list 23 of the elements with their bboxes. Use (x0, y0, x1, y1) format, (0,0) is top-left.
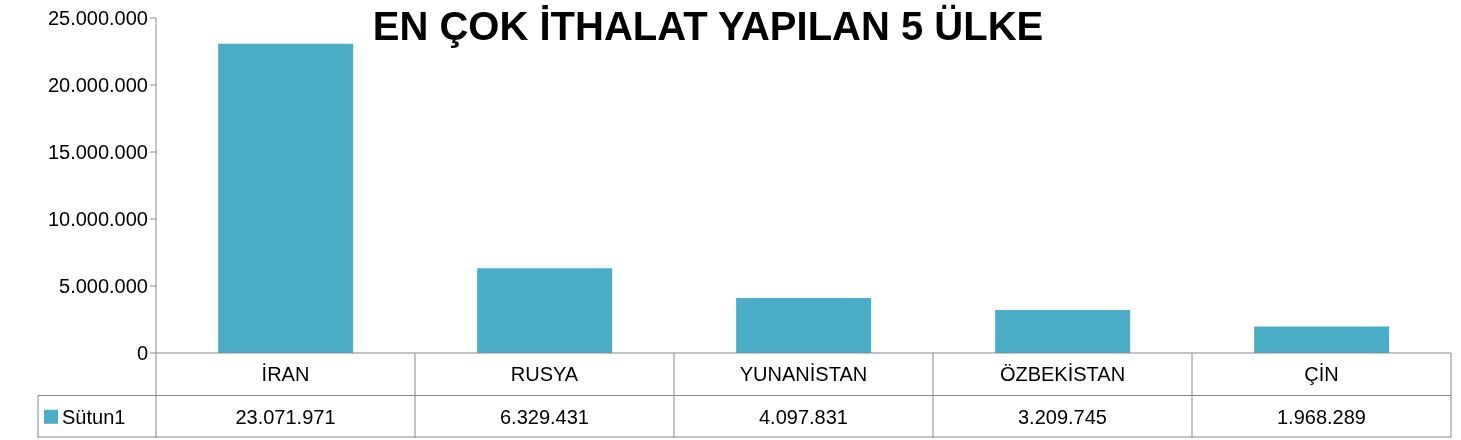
x-tick-label: ÇİN (1304, 363, 1339, 386)
legend-label: Sütun1 (62, 405, 126, 428)
data-label: 23.071.971 (235, 405, 336, 428)
x-tick-label: ÖZBEKİSTAN (999, 363, 1126, 386)
y-tick-label: 15.000.000 (47, 141, 148, 164)
data-label: 1.968.289 (1277, 405, 1366, 428)
chart-title: EN ÇOK İTHALAT YAPILAN 5 ÜLKE (372, 4, 1044, 48)
bar (736, 298, 872, 353)
data-label: 3.209.745 (1018, 405, 1107, 428)
x-tick-label: RUSYA (510, 363, 579, 386)
data-label: 4.097.831 (759, 405, 848, 428)
y-tick-label: 5.000.000 (59, 275, 148, 298)
y-tick-label: 20.000.000 (47, 74, 148, 97)
x-tick-label: İRAN (261, 363, 310, 386)
data-label: 6.329.431 (500, 405, 589, 428)
y-tick-label: 10.000.000 (47, 208, 148, 231)
bar (995, 309, 1131, 353)
bar (1254, 326, 1390, 353)
bar (218, 43, 354, 353)
x-tick-label: YUNANİSTAN (739, 363, 868, 386)
y-tick-label: 0 (136, 342, 148, 365)
bar (477, 268, 613, 353)
y-tick-label: 25.000.000 (47, 7, 148, 30)
